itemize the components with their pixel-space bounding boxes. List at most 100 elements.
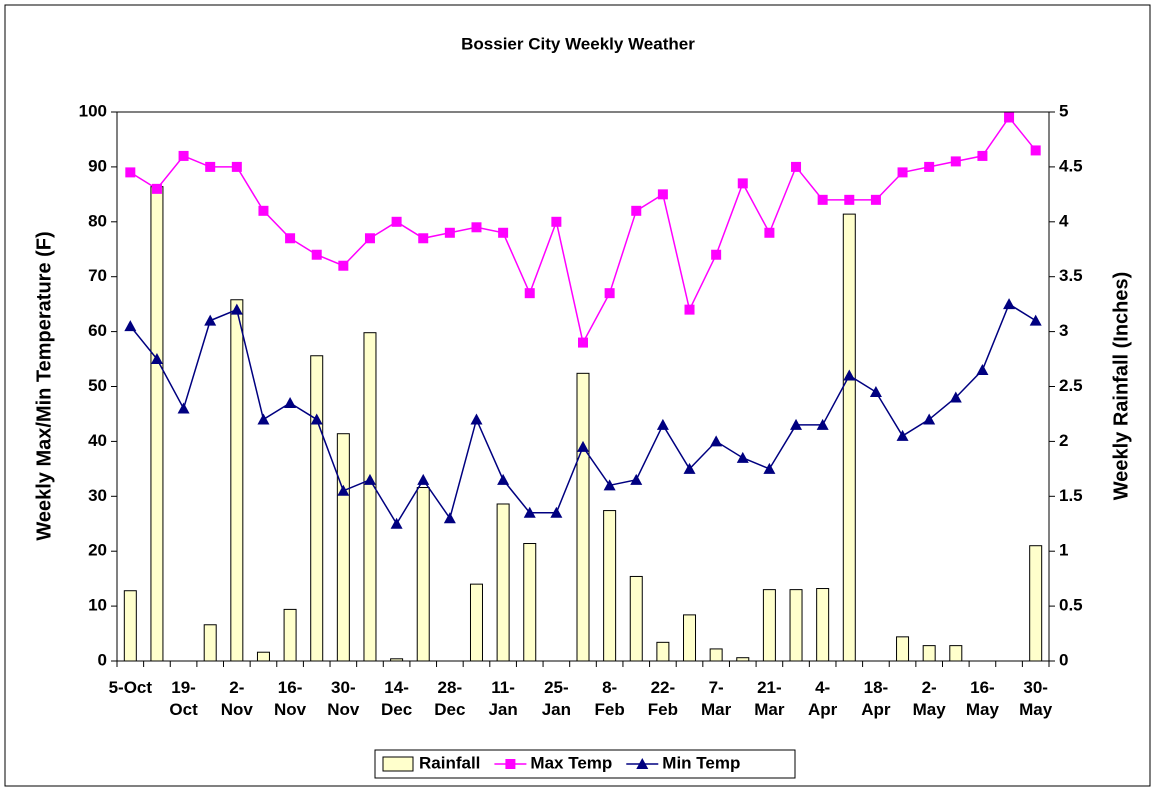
y-tick-label: 80 (88, 211, 107, 230)
legend-label: Max Temp (530, 753, 612, 772)
y-tick-label: 0 (98, 650, 107, 669)
marker (976, 364, 989, 376)
marker (284, 396, 297, 408)
marker (443, 512, 456, 524)
y-tick-label: 40 (88, 431, 107, 450)
bar (789, 589, 803, 662)
marker (205, 161, 216, 172)
bar (390, 658, 404, 662)
marker (417, 473, 430, 485)
x-tick-label: 28-Dec (434, 678, 466, 719)
y2-tick-label: 0.5 (1059, 596, 1083, 615)
bar (123, 590, 137, 662)
bar (762, 589, 776, 662)
marker (311, 249, 322, 260)
marker (843, 369, 856, 381)
marker (763, 462, 776, 474)
y2-tick-label: 3 (1059, 321, 1068, 340)
bar (842, 213, 856, 662)
marker (683, 462, 696, 474)
marker (790, 418, 803, 430)
marker (150, 353, 163, 365)
marker (791, 161, 802, 172)
bar (310, 355, 324, 662)
marker (177, 402, 190, 414)
y-tick-label: 30 (88, 486, 107, 505)
marker (125, 167, 136, 178)
marker (924, 161, 935, 172)
bar (150, 186, 164, 662)
y-tick-label: 70 (88, 266, 107, 285)
marker (578, 337, 588, 348)
x-tick-label: 16-Nov (274, 678, 307, 719)
y2-tick-label: 3.5 (1059, 266, 1083, 285)
y2-tick-label: 4.5 (1059, 156, 1083, 175)
legend-swatch (382, 756, 414, 772)
legend-label: Min Temp (662, 753, 740, 772)
bar (1029, 545, 1043, 662)
marker (897, 167, 908, 178)
marker (630, 473, 643, 485)
bar (736, 657, 750, 662)
marker (684, 304, 695, 315)
marker (604, 288, 615, 299)
marker (471, 222, 482, 233)
y-tick-label: 20 (88, 541, 107, 560)
marker (178, 150, 189, 161)
marker (737, 178, 748, 189)
marker (470, 413, 483, 425)
x-tick-label: 11-Jan (488, 678, 518, 719)
bar (283, 608, 297, 662)
bar (203, 624, 217, 662)
bar (336, 433, 350, 662)
marker (498, 227, 509, 238)
marker (151, 183, 162, 194)
x-tick-label: 14-Dec (381, 678, 413, 719)
marker (363, 473, 376, 485)
marker (736, 451, 749, 463)
bar (709, 648, 723, 662)
legend-label: Rainfall (419, 753, 480, 772)
marker (949, 391, 962, 403)
x-tick-label: 16-May (965, 678, 999, 719)
bar (469, 583, 483, 662)
y2-tick-label: 4 (1059, 211, 1069, 230)
marker (390, 517, 403, 529)
y2-tick-label: 0 (1059, 650, 1068, 669)
marker (497, 473, 510, 485)
marker (285, 233, 296, 244)
y2-tick-label: 2.5 (1059, 376, 1083, 395)
marker (577, 440, 589, 452)
bar (256, 651, 270, 662)
marker (950, 156, 961, 167)
bar (896, 636, 910, 662)
marker (1029, 314, 1042, 326)
marker (550, 506, 563, 518)
legend: Rainfall Max Temp Min Temp (374, 749, 796, 779)
y2-tick-label: 1.5 (1059, 486, 1083, 505)
marker (524, 288, 535, 299)
bar (523, 543, 537, 662)
bar (363, 332, 377, 662)
marker (257, 413, 270, 425)
y-tick-label: 10 (88, 596, 107, 615)
marker (817, 194, 828, 205)
bar (816, 588, 830, 662)
bar (603, 510, 617, 662)
marker (364, 233, 375, 244)
marker (869, 385, 882, 397)
x-tick-label: 30-Nov (327, 678, 360, 719)
marker (1003, 298, 1016, 310)
bar (230, 299, 244, 662)
marker (710, 435, 723, 447)
legend-box (374, 749, 796, 779)
x-tick-label: 30-May (1019, 678, 1053, 719)
x-tick-label: 2-May (912, 678, 946, 719)
legend-marker (636, 758, 649, 769)
marker (816, 418, 829, 430)
x-tick-label: 8-Feb (594, 678, 625, 719)
y2-tick-label: 2 (1059, 431, 1068, 450)
marker (551, 216, 562, 227)
marker (338, 260, 349, 271)
